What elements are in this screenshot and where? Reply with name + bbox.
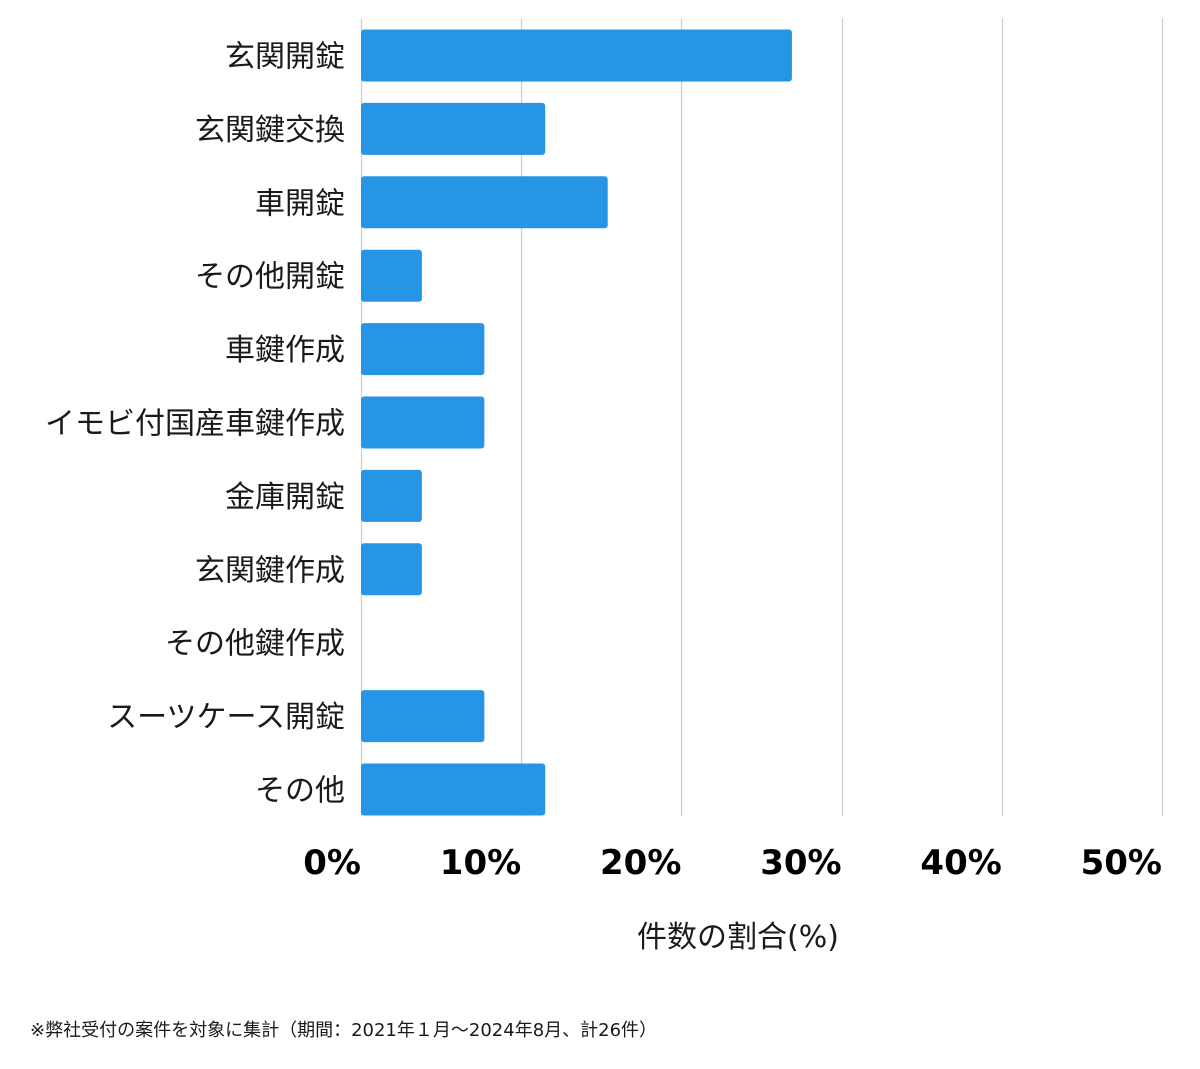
bars (361, 29, 792, 816)
category-label: 玄関鍵作成 (195, 553, 345, 588)
category-label: その他開錠 (195, 260, 345, 295)
bar (361, 469, 422, 522)
category-label: 車開錠 (255, 186, 345, 221)
category-label: 玄関開錠 (225, 40, 345, 75)
category-label: その他鍵作成 (165, 627, 345, 662)
category-label: 玄関鍵交換 (195, 113, 345, 148)
bar (361, 176, 608, 229)
x-tick-label: 20% (600, 843, 681, 883)
bar (361, 249, 422, 302)
bar (361, 690, 485, 743)
bar (361, 29, 792, 82)
x-tick-label: 50% (1081, 843, 1162, 883)
x-axis-title: 件数の割合(%) (637, 920, 839, 955)
bar (361, 102, 546, 155)
bar (361, 323, 485, 376)
bar (361, 543, 422, 596)
bar (361, 763, 546, 816)
category-label: 金庫開錠 (225, 480, 345, 515)
footnote: ※弊社受付の案件を対象に集計（期間：2021年１月〜2024年8月、計26件） (30, 1020, 658, 1041)
bar-chart: 玄関開錠玄関鍵交換車開錠その他開錠車鍵作成イモビ付国産車鍵作成金庫開錠玄関鍵作成… (45, 18, 1164, 955)
category-label: 車鍵作成 (225, 333, 345, 368)
x-tick-label: 30% (760, 843, 841, 883)
category-labels: 玄関開錠玄関鍵交換車開錠その他開錠車鍵作成イモビ付国産車鍵作成金庫開錠玄関鍵作成… (45, 40, 345, 809)
x-tick-labels: 0% 10% 20% 30% 40% 50% (303, 843, 1162, 883)
category-label: イモビ付国産車鍵作成 (45, 407, 345, 442)
x-tick-label: 10% (440, 843, 521, 883)
x-tick-label: 0% (303, 843, 361, 883)
x-tick-label: 40% (920, 843, 1001, 883)
bar (361, 396, 485, 449)
category-label: スーツケース開錠 (107, 700, 345, 735)
category-label: その他 (255, 774, 345, 809)
